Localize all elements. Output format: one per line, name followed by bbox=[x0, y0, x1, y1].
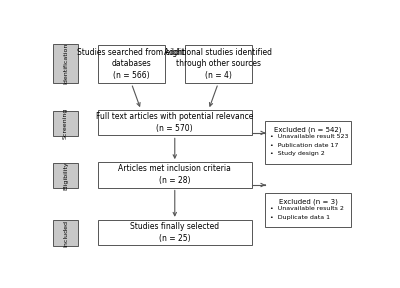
Text: Screening: Screening bbox=[63, 108, 68, 139]
Text: Studies searched from eight
databases
(n = 566): Studies searched from eight databases (n… bbox=[77, 48, 186, 80]
Text: Articles met inclusion criteria
(n = 28): Articles met inclusion criteria (n = 28) bbox=[118, 164, 231, 185]
FancyBboxPatch shape bbox=[53, 111, 78, 136]
Text: Full text articles with potential relevance
(n = 570): Full text articles with potential releva… bbox=[96, 112, 254, 133]
FancyBboxPatch shape bbox=[53, 44, 78, 83]
FancyBboxPatch shape bbox=[185, 45, 252, 83]
Text: •  Study design 2: • Study design 2 bbox=[270, 151, 325, 156]
Text: Eligibility: Eligibility bbox=[63, 161, 68, 190]
Text: Studies finally selected
(n = 25): Studies finally selected (n = 25) bbox=[130, 222, 219, 243]
FancyBboxPatch shape bbox=[266, 193, 351, 228]
Text: Identification: Identification bbox=[63, 43, 68, 84]
FancyBboxPatch shape bbox=[98, 220, 252, 245]
Text: •  Duplicate data 1: • Duplicate data 1 bbox=[270, 215, 330, 220]
Text: •  Unavailable result 523: • Unavailable result 523 bbox=[270, 134, 349, 139]
Text: •  Unavailable results 2: • Unavailable results 2 bbox=[270, 206, 344, 211]
FancyBboxPatch shape bbox=[53, 163, 78, 188]
Text: Included: Included bbox=[63, 219, 68, 247]
Text: Additional studies identified
through other sources
(n = 4): Additional studies identified through ot… bbox=[164, 48, 272, 80]
Text: Excluded (n = 3): Excluded (n = 3) bbox=[279, 199, 338, 205]
Text: Excluded (n = 542): Excluded (n = 542) bbox=[274, 127, 342, 133]
FancyBboxPatch shape bbox=[98, 162, 252, 187]
FancyBboxPatch shape bbox=[98, 110, 252, 135]
Text: •  Publication date 17: • Publication date 17 bbox=[270, 143, 338, 148]
FancyBboxPatch shape bbox=[98, 45, 165, 83]
FancyBboxPatch shape bbox=[53, 220, 78, 246]
FancyBboxPatch shape bbox=[266, 121, 351, 164]
